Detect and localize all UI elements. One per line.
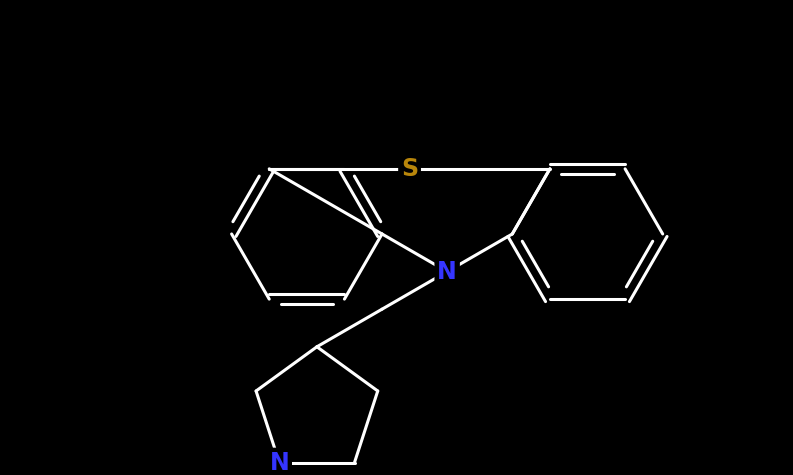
Text: S: S [401, 157, 418, 181]
Text: N: N [270, 450, 289, 475]
Text: N: N [437, 259, 457, 284]
